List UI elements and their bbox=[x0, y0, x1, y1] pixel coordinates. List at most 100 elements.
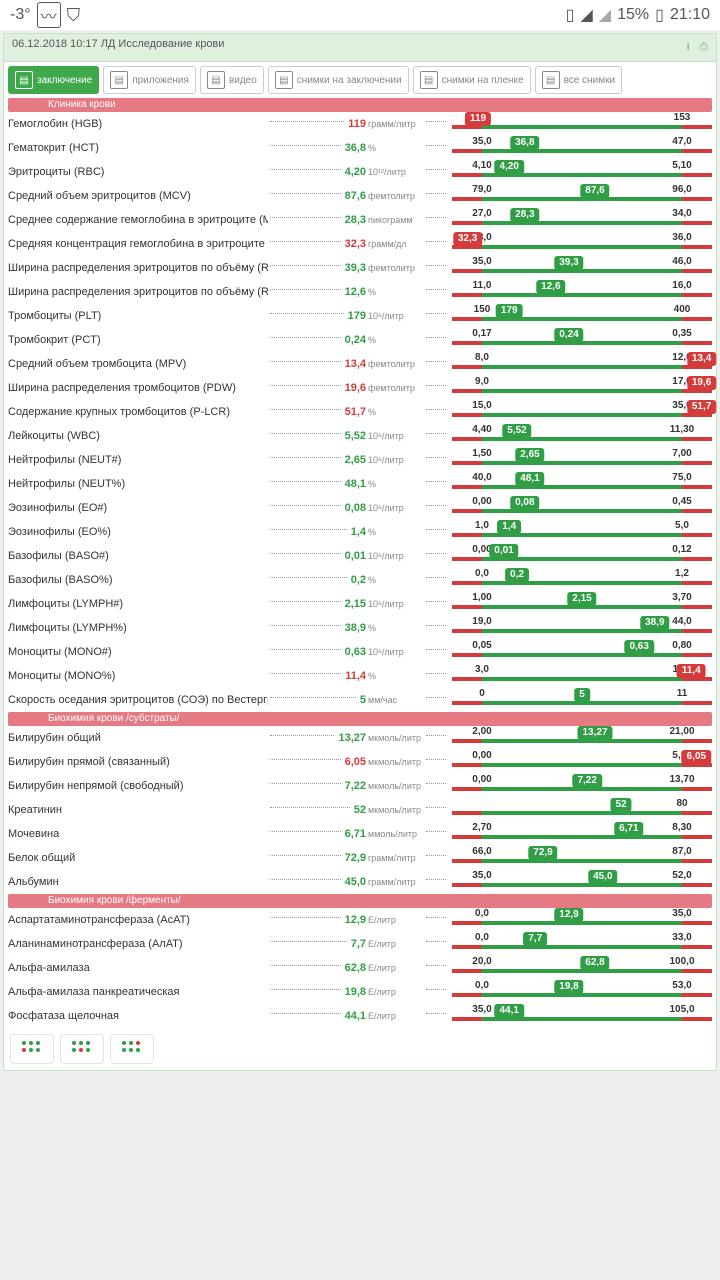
range-hi: 3,70 bbox=[672, 592, 691, 603]
range-bar: 79,096,087,6 bbox=[452, 186, 712, 206]
range-bar: 3,011,011,4 bbox=[452, 666, 712, 686]
param-unit: мм/час bbox=[368, 695, 426, 705]
result-row: Эритроциты (RBC)4,2010¹²/литр4,105,104,2… bbox=[8, 160, 712, 184]
range-hi: 105,0 bbox=[669, 1004, 694, 1015]
range-lo: 2,00 bbox=[472, 726, 491, 737]
range-lo: 0,0 bbox=[475, 568, 489, 579]
param-name: Эозинофилы (EO%) bbox=[8, 526, 268, 538]
param-value: 0,63 bbox=[343, 646, 368, 658]
result-row: Билирубин общий13,27мкмоль/литр2,0021,00… bbox=[8, 726, 712, 750]
print-icon[interactable]: ⎙ bbox=[699, 41, 708, 53]
param-unit: Е/литр bbox=[368, 963, 426, 973]
range-lo: 1,50 bbox=[472, 448, 491, 459]
param-unit: % bbox=[368, 623, 426, 633]
range-hi: 0,12 bbox=[672, 544, 691, 555]
toolbar-btn-снимки-на-пленке[interactable]: ▤снимки на пленке bbox=[413, 66, 531, 94]
toolbar-btn-снимки-на-заключении[interactable]: ▤снимки на заключении bbox=[268, 66, 409, 94]
range-bar: 35,0105,044,1 bbox=[452, 1006, 712, 1026]
param-value: 0,24 bbox=[343, 334, 368, 346]
value-badge: 0,08 bbox=[510, 496, 539, 510]
result-row: Аланинаминотрансфераза (АлАТ)7,7Е/литр0,… bbox=[8, 932, 712, 956]
range-lo: 11,0 bbox=[473, 280, 492, 291]
toolbar-btn-заключение[interactable]: ▤заключение bbox=[8, 66, 99, 94]
param-unit: % bbox=[368, 335, 426, 345]
value-badge: 2,15 bbox=[567, 592, 596, 606]
param-value: 5 bbox=[358, 694, 368, 706]
range-lo: 27,0 bbox=[472, 208, 491, 219]
param-unit: Е/литр bbox=[368, 1011, 426, 1021]
result-row: Моноциты (MONO#)0,6310⁹/литр0,050,800,63 bbox=[8, 640, 712, 664]
range-bar: 0,033,07,7 bbox=[452, 934, 712, 954]
value-badge: 62,8 bbox=[580, 956, 609, 970]
summary-tab[interactable] bbox=[60, 1034, 104, 1064]
value-badge: 36,8 bbox=[510, 136, 539, 150]
param-unit: мкмоль/литр bbox=[368, 805, 426, 815]
value-badge: 19,8 bbox=[554, 980, 583, 994]
param-unit: % bbox=[368, 671, 426, 681]
range-hi: 0,35 bbox=[672, 328, 691, 339]
result-row: Ширина распределения эритроцитов по объё… bbox=[8, 256, 712, 280]
param-value: 72,9 bbox=[343, 852, 368, 864]
range-hi: 80 bbox=[676, 798, 687, 809]
result-row: Билирубин непрямой (свободный)7,22мкмоль… bbox=[8, 774, 712, 798]
battery-icon: ▯ bbox=[655, 5, 664, 25]
param-value: 51,7 bbox=[343, 406, 368, 418]
param-value: 28,3 bbox=[343, 214, 368, 226]
value-badge: 44,1 bbox=[494, 1004, 523, 1018]
param-name: Моноциты (MONO#) bbox=[8, 646, 268, 658]
result-row: Эозинофилы (EO#)0,0810⁹/литр0,000,450,08 bbox=[8, 496, 712, 520]
result-row: Альбумин45,0грамм/литр35,052,045,0 bbox=[8, 870, 712, 894]
range-hi: 400 bbox=[674, 304, 691, 315]
range-bar: 0,035,012,9 bbox=[452, 910, 712, 930]
range-bar: 0,01,20,2 bbox=[452, 570, 712, 590]
range-lo: 1,00 bbox=[472, 592, 491, 603]
value-badge: 119 bbox=[465, 112, 491, 126]
param-unit: % bbox=[368, 575, 426, 585]
param-unit: 10⁹/литр bbox=[368, 311, 426, 321]
range-bar: 27,034,028,3 bbox=[452, 210, 712, 230]
param-name: Эритроциты (RBC) bbox=[8, 166, 268, 178]
range-lo: 4,40 bbox=[472, 424, 491, 435]
toolbar-btn-все-снимки[interactable]: ▤все снимки bbox=[535, 66, 622, 94]
value-badge: 4,20 bbox=[494, 160, 523, 174]
range-bar: 11,016,012,6 bbox=[452, 282, 712, 302]
toolbar-btn-видео[interactable]: ▤видео bbox=[200, 66, 264, 94]
result-row: Базофилы (BASO%)0,2%0,01,20,2 bbox=[8, 568, 712, 592]
summary-tab[interactable] bbox=[110, 1034, 154, 1064]
param-value: 2,15 bbox=[343, 598, 368, 610]
param-name: Аланинаминотрансфераза (АлАТ) bbox=[8, 938, 268, 950]
param-name: Билирубин общий bbox=[8, 732, 268, 744]
param-unit: Е/литр bbox=[368, 987, 426, 997]
param-unit: 10⁹/литр bbox=[368, 599, 426, 609]
param-name: Тромбокрит (PCT) bbox=[8, 334, 268, 346]
range-hi: 36,0 bbox=[672, 232, 691, 243]
param-name: Ширина распределения эритроцитов по объё… bbox=[8, 262, 268, 274]
range-lo: 66,0 bbox=[472, 846, 491, 857]
range-hi: 5,0 bbox=[675, 520, 689, 531]
value-badge: 48,1 bbox=[515, 472, 544, 486]
range-bar: 66,087,072,9 bbox=[452, 848, 712, 868]
param-unit: мкмоль/литр bbox=[368, 757, 426, 767]
param-name: Скорость оседания эритроцитов (СОЭ) по В… bbox=[8, 694, 268, 706]
value-badge: 179 bbox=[496, 304, 523, 318]
range-hi: 33,0 bbox=[672, 932, 691, 943]
value-badge: 19,6 bbox=[687, 376, 716, 390]
value-badge: 38,9 bbox=[640, 616, 669, 630]
download-icon[interactable]: ⭳ bbox=[686, 41, 690, 53]
summary-tabs bbox=[4, 1028, 716, 1070]
value-badge: 52 bbox=[610, 798, 631, 812]
range-bar: 123153119 bbox=[452, 114, 712, 134]
summary-tab[interactable] bbox=[10, 1034, 54, 1064]
range-bar: 1,507,002,65 bbox=[452, 450, 712, 470]
param-unit: % bbox=[368, 143, 426, 153]
param-unit: % bbox=[368, 479, 426, 489]
result-row: Базофилы (BASO#)0,0110⁹/литр0,000,120,01 bbox=[8, 544, 712, 568]
param-name: Базофилы (BASO#) bbox=[8, 550, 268, 562]
range-lo: 35,0 bbox=[472, 136, 491, 147]
param-value: 32,3 bbox=[343, 238, 368, 250]
result-row: Моноциты (MONO%)11,4%3,011,011,4 bbox=[8, 664, 712, 688]
toolbar-btn-приложения[interactable]: ▤приложения bbox=[103, 66, 196, 94]
result-row: Эозинофилы (EO%)1,4%1,05,01,4 bbox=[8, 520, 712, 544]
range-bar: 1,00 3,70 2,15 bbox=[452, 594, 712, 614]
value-badge: 0,01 bbox=[489, 544, 518, 558]
